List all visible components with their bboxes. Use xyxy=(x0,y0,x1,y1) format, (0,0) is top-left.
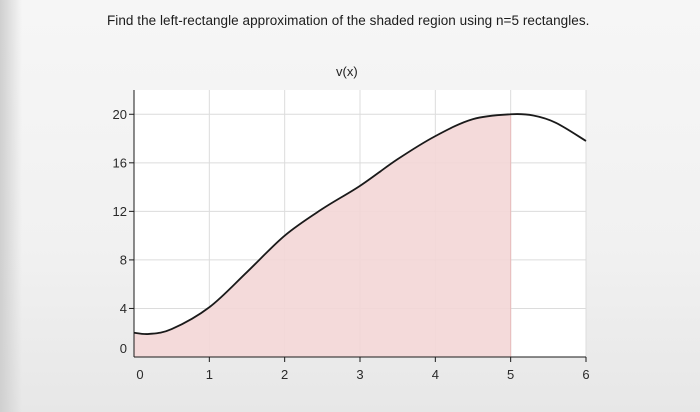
shaded-region xyxy=(134,114,511,357)
x-tick-label-1: 1 xyxy=(206,367,213,382)
x-axis-ticks: 0 1 2 3 4 5 6 xyxy=(136,357,590,382)
x-tick-label-5: 5 xyxy=(507,367,514,382)
x-tick-label-3: 3 xyxy=(356,367,363,382)
x-tick-label-6: 6 xyxy=(582,367,589,382)
y-axis-ticks: 0 4 8 12 16 20 xyxy=(113,107,134,356)
y-tick-label-3: 12 xyxy=(113,204,127,219)
question-text: Find the left-rectangle approximation of… xyxy=(107,13,590,28)
x-tick-label-2: 2 xyxy=(281,367,288,382)
x-tick-label-4: 4 xyxy=(432,367,439,382)
x-tick-label-0: 0 xyxy=(136,367,143,382)
chart-title: v(x) xyxy=(336,64,358,79)
y-tick-label-1: 4 xyxy=(120,301,127,316)
series-line-v xyxy=(133,113,587,335)
y-tick-label-2: 8 xyxy=(120,252,127,267)
y-tick-label-4: 16 xyxy=(113,155,127,170)
y-tick-label-5: 20 xyxy=(113,107,127,122)
y-tick-label-0: 0 xyxy=(120,341,127,356)
